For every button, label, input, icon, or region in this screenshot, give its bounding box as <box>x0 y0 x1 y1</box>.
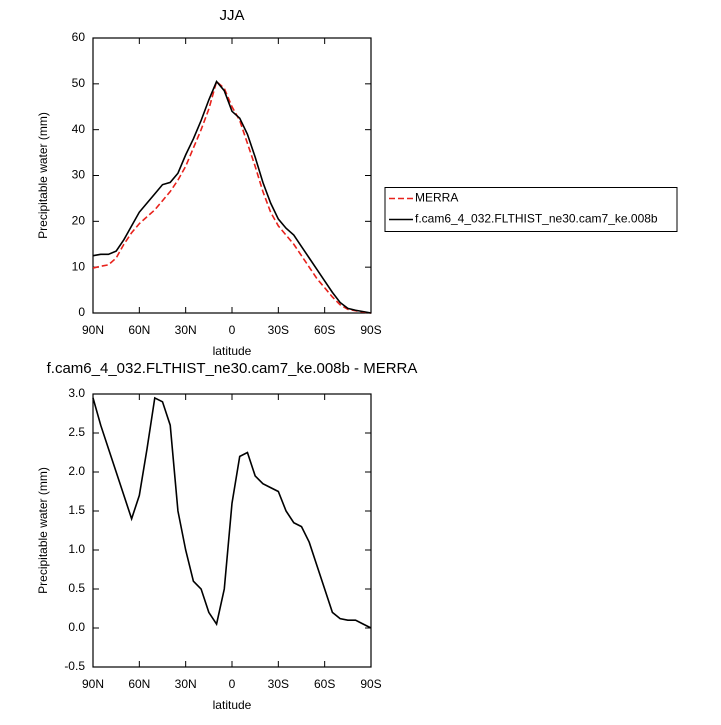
plot-frame <box>92 393 372 668</box>
y-tick-label: 50 <box>72 76 86 90</box>
x-tick-label: 60N <box>128 677 150 691</box>
x-tick-label: 60S <box>314 323 335 337</box>
y-tick-label: -0.5 <box>64 659 85 673</box>
x-tick-label: 30S <box>268 323 289 337</box>
y-tick-label: 1.5 <box>68 503 85 517</box>
y-tick-label: 20 <box>72 214 86 228</box>
x-tick-label: 30N <box>175 323 197 337</box>
data-line <box>92 80 372 314</box>
x-tick-label: 90N <box>82 323 104 337</box>
legend-label: MERRA <box>415 191 458 205</box>
x-axis-label: latitude <box>213 698 252 712</box>
x-axis-label: latitude <box>213 344 252 358</box>
x-tick-label: 60S <box>314 677 335 691</box>
x-tick-label: 90S <box>360 323 381 337</box>
y-tick-label: 60 <box>72 30 86 44</box>
y-tick-label: 2.0 <box>68 464 85 478</box>
data-line <box>92 80 372 314</box>
y-axis-label: Precipitable water (mm) <box>36 467 50 594</box>
y-tick-label: 40 <box>72 122 86 136</box>
x-tick-label: 30N <box>175 677 197 691</box>
y-tick-label: 1.0 <box>68 542 85 556</box>
y-axis-label: Precipitable water (mm) <box>36 112 50 239</box>
y-tick-label: 3.0 <box>68 386 85 400</box>
y-tick-label: 10 <box>72 259 86 273</box>
y-tick-label: 2.5 <box>68 425 85 439</box>
x-tick-label: 90S <box>360 677 381 691</box>
legend-label: f.cam6_4_032.FLTHIST_ne30.cam7_ke.008b <box>415 212 658 226</box>
x-tick-label: 60N <box>128 323 150 337</box>
y-tick-label: 0 <box>78 305 85 319</box>
x-tick-label: 30S <box>268 677 289 691</box>
y-tick-label: 0.0 <box>68 620 85 634</box>
y-tick-label: 30 <box>72 168 86 182</box>
data-line <box>92 396 372 629</box>
chart-title: f.cam6_4_032.FLTHIST_ne30.cam7_ke.008b -… <box>47 360 418 377</box>
chart-title: JJA <box>219 7 244 24</box>
x-tick-label: 90N <box>82 677 104 691</box>
x-tick-label: 0 <box>229 677 236 691</box>
y-tick-label: 0.5 <box>68 581 85 595</box>
x-tick-label: 0 <box>229 323 236 337</box>
plot-frame <box>92 37 372 314</box>
legend-box <box>384 187 678 232</box>
